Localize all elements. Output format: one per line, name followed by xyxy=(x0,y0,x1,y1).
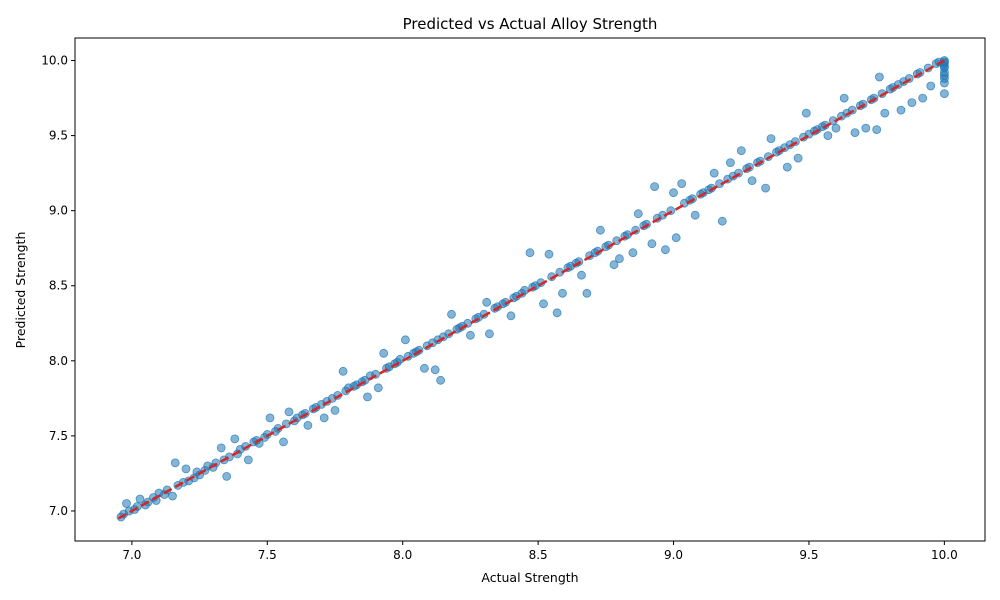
reference-line-layer xyxy=(117,59,946,520)
data-point xyxy=(661,245,670,255)
data-point xyxy=(181,464,191,474)
data-point xyxy=(338,366,348,376)
data-point xyxy=(430,365,440,375)
data-point xyxy=(582,288,592,298)
data-point xyxy=(552,308,562,318)
y-tick-label: 7.5 xyxy=(49,429,68,443)
x-tick-label: 9.0 xyxy=(664,548,683,562)
data-point xyxy=(400,335,410,345)
data-point xyxy=(395,354,405,364)
data-point xyxy=(831,123,841,133)
data-point xyxy=(609,260,619,270)
data-point xyxy=(690,210,700,220)
y-tick-label: 8.5 xyxy=(49,279,68,293)
x-tick-label: 10.0 xyxy=(931,548,958,562)
data-point xyxy=(647,239,657,249)
data-point xyxy=(671,233,681,243)
x-tick-label: 8.5 xyxy=(529,548,548,562)
data-point xyxy=(303,420,313,430)
data-point xyxy=(736,146,746,156)
data-point xyxy=(544,249,554,259)
data-point xyxy=(379,348,389,358)
data-point xyxy=(506,311,516,321)
data-point xyxy=(940,89,949,98)
data-point xyxy=(872,125,882,135)
data-point xyxy=(363,392,372,402)
data-point xyxy=(726,158,735,168)
data-point xyxy=(230,434,240,444)
data-point xyxy=(875,72,884,82)
data-point xyxy=(122,499,131,508)
data-point xyxy=(284,407,294,417)
data-point xyxy=(135,494,145,504)
data-point xyxy=(747,176,757,186)
data-point xyxy=(761,183,770,193)
data-point xyxy=(577,270,586,280)
x-axis-label: Actual Strength xyxy=(481,570,578,585)
data-point xyxy=(793,153,803,163)
data-point xyxy=(766,134,776,144)
data-point xyxy=(628,248,638,258)
data-point xyxy=(330,405,340,415)
data-point xyxy=(319,413,329,423)
data-point xyxy=(447,309,456,319)
y-tick-label: 7.0 xyxy=(49,504,68,518)
data-point xyxy=(669,188,678,198)
data-point xyxy=(823,131,833,141)
data-point xyxy=(265,413,275,423)
reference-line xyxy=(117,59,946,520)
data-point xyxy=(918,93,928,103)
data-point xyxy=(596,225,605,235)
x-axis-ticks: 7.0 7.5 8.0 8.5 9.0 9.5 10.0 xyxy=(122,541,958,562)
data-point xyxy=(243,455,253,465)
data-point xyxy=(222,471,232,481)
data-point xyxy=(717,216,727,226)
data-point xyxy=(216,443,226,453)
x-tick-label: 8.0 xyxy=(393,548,412,562)
chart-title: Predicted vs Actual Alloy Strength xyxy=(403,15,658,33)
data-point xyxy=(168,491,177,501)
data-point xyxy=(436,375,446,385)
data-point xyxy=(782,162,792,172)
data-point xyxy=(861,123,871,133)
data-point xyxy=(170,458,180,468)
data-point xyxy=(801,108,811,118)
data-point xyxy=(279,437,288,447)
data-point xyxy=(482,297,492,307)
data-point xyxy=(677,179,687,189)
data-point xyxy=(880,108,890,118)
data-point xyxy=(558,288,567,298)
data-point xyxy=(839,93,849,103)
data-point xyxy=(539,299,548,309)
data-point xyxy=(926,81,936,91)
y-tick-label: 9.5 xyxy=(49,129,68,143)
y-tick-label: 9.0 xyxy=(49,204,68,218)
data-point xyxy=(650,182,659,192)
data-point xyxy=(940,78,949,88)
data-point xyxy=(525,248,535,258)
y-axis-ticks: 7.0 7.5 8.0 8.5 9.0 9.5 10.0 xyxy=(41,54,75,518)
y-axis-label: Predicted Strength xyxy=(13,232,28,349)
data-point xyxy=(850,128,860,138)
y-tick-label: 8.0 xyxy=(49,354,68,368)
data-point xyxy=(896,105,906,115)
data-point xyxy=(373,383,383,393)
y-tick-label: 10.0 xyxy=(41,54,68,68)
plot-frame xyxy=(74,37,986,542)
data-point xyxy=(615,254,624,264)
data-point xyxy=(484,329,494,339)
x-tick-label: 7.0 xyxy=(122,548,141,562)
x-tick-label: 9.5 xyxy=(799,548,818,562)
x-tick-label: 7.5 xyxy=(258,548,277,562)
data-point xyxy=(709,168,719,178)
data-point xyxy=(907,98,917,107)
data-point xyxy=(465,330,475,340)
data-point xyxy=(419,363,429,373)
data-point xyxy=(633,209,643,219)
